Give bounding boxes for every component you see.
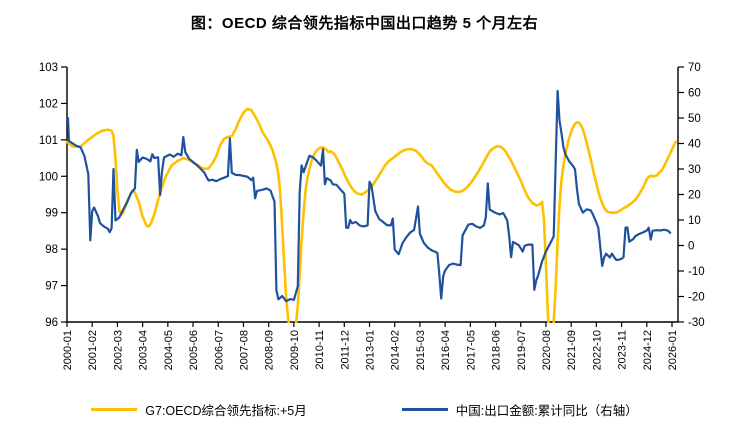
- x-axis-tick-label: 2005-06: [188, 330, 200, 370]
- right-axis-tick-label: -10: [688, 266, 705, 278]
- x-axis-tick-label: 2003-04: [138, 330, 150, 370]
- left-axis-tick-label: 100: [39, 171, 58, 183]
- legend-item-g7: G7:OECD综合领先指标:+5月: [91, 400, 307, 419]
- right-axis-tick-label: 50: [688, 113, 701, 125]
- legend-item-china: 中国:出口金额:累计同比（右轴）: [401, 400, 638, 419]
- series-line-g7-cli: [66, 107, 678, 323]
- left-axis-tick-label: 102: [39, 98, 58, 110]
- right-axis-tick-label: -30: [688, 317, 705, 329]
- legend: G7:OECD综合领先指标:+5月 中国:出口金额:累计同比（右轴）: [0, 400, 729, 419]
- right-axis-tick-label: 30: [688, 164, 701, 176]
- x-axis-tick-label: 2004-05: [163, 330, 175, 370]
- x-axis-tick-label: 2010-11: [314, 330, 326, 370]
- left-axis-tick-label: 99: [45, 208, 58, 220]
- right-axis-tick-label: 20: [688, 190, 701, 202]
- legend-label-china: 中国:出口金额:累计同比（右轴）: [455, 404, 638, 418]
- x-axis-tick-label: 2020-08: [541, 330, 553, 370]
- x-axis-tick-label: 2015-03: [415, 330, 427, 370]
- x-axis-tick-label: 2023-11: [617, 330, 629, 370]
- x-axis-tick-label: 2009-10: [289, 330, 301, 370]
- right-axis-tick-label: 60: [688, 88, 701, 100]
- axis-ticks: 96 97 98 99 100 101 102 103 -30 -20 -10 0 10 20 30 40 50…: [39, 62, 705, 370]
- x-axis-tick-label: 2011-12: [339, 330, 351, 370]
- series-lines: [66, 89, 678, 323]
- x-axis-tick-label: 2026-01: [667, 330, 679, 370]
- x-axis-tick-label: 2018-06: [491, 330, 503, 370]
- x-axis-tick-label: 2022-10: [591, 330, 603, 370]
- left-axis-tick-label: 103: [39, 62, 58, 74]
- x-axis-tick-label: 2000-01: [62, 330, 74, 370]
- x-axis-tick-label: 2007-08: [238, 330, 250, 370]
- x-axis-tick-label: 2006-07: [213, 330, 225, 370]
- series-line-china-exports: [66, 89, 672, 303]
- x-axis-tick-label: 2016-04: [440, 330, 452, 370]
- left-axis-tick-label: 98: [45, 244, 58, 256]
- left-axis-tick-label: 101: [39, 135, 58, 147]
- x-axis-tick-label: 2002-03: [112, 330, 124, 370]
- legend-label-g7: G7:OECD综合领先指标:+5月: [145, 404, 307, 418]
- left-axis-tick-label: 96: [45, 317, 58, 329]
- chart-title: 图：OECD 综合领先指标中国出口趋势 5 个月左右: [190, 15, 539, 32]
- x-axis-tick-label: 2017-05: [465, 330, 477, 370]
- right-axis-tick-label: 10: [688, 215, 701, 227]
- x-axis-tick-label: 2008-09: [264, 330, 276, 370]
- right-axis-tick-label: 0: [688, 241, 694, 253]
- x-axis-tick-label: 2001-02: [87, 330, 99, 370]
- legend-swatch-g7: [91, 408, 138, 411]
- legend-swatch-china: [401, 408, 448, 411]
- left-axis-tick-label: 97: [45, 281, 58, 293]
- x-axis-tick-label: 2013-01: [365, 330, 377, 370]
- x-axis-tick-label: 2021-09: [566, 330, 578, 370]
- right-axis-tick-label: 40: [688, 139, 701, 151]
- right-axis-tick-label: -20: [688, 292, 705, 304]
- x-axis-tick-label: 2014-02: [390, 330, 402, 370]
- x-axis-tick-label: 2019-07: [516, 330, 528, 370]
- axes: [61, 66, 684, 327]
- right-axis-tick-label: 70: [688, 62, 701, 74]
- x-axis-tick-label: 2024-12: [642, 330, 654, 370]
